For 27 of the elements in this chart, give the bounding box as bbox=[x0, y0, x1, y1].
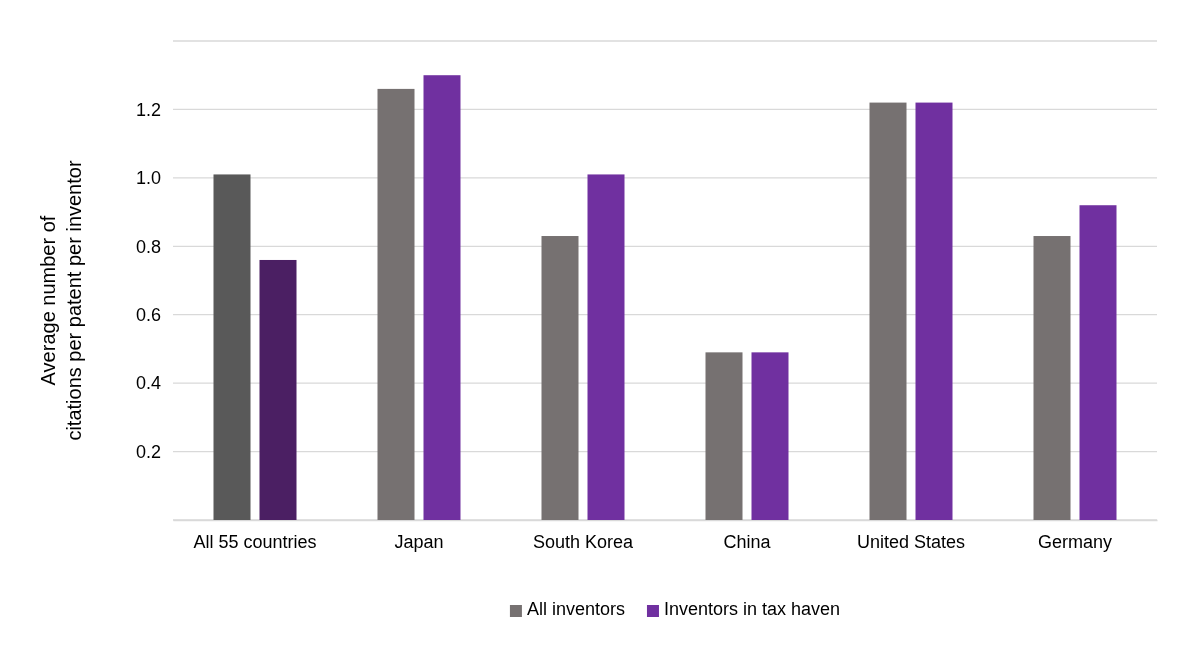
y-tick-label: 1.0 bbox=[135, 168, 161, 189]
bar bbox=[1079, 205, 1117, 520]
x-tick-label: United States bbox=[856, 531, 966, 552]
legend-label: All inventors bbox=[526, 599, 625, 619]
bar bbox=[705, 352, 743, 520]
y-tick-label: 0.8 bbox=[135, 236, 161, 257]
x-tick-label: Japan bbox=[394, 531, 444, 552]
bar bbox=[259, 259, 297, 520]
bar bbox=[587, 174, 625, 520]
y-tick-label: 1.2 bbox=[135, 99, 161, 120]
y-tick-label: 0.6 bbox=[135, 304, 161, 325]
bar bbox=[423, 75, 461, 520]
y-tick-label: 0.4 bbox=[135, 373, 161, 394]
legend-label: Inventors in tax haven bbox=[663, 599, 841, 619]
y-axis-title: Average number of citations per patent per inventor bbox=[37, 160, 85, 441]
y-tick-label: 0.2 bbox=[135, 441, 161, 462]
bar bbox=[869, 102, 907, 520]
bar bbox=[377, 88, 415, 520]
bar bbox=[751, 352, 789, 520]
bar bbox=[1033, 236, 1071, 520]
x-tick-label: China bbox=[723, 531, 772, 552]
x-tick-label: Germany bbox=[1037, 531, 1113, 552]
bar bbox=[213, 174, 251, 520]
bar bbox=[915, 102, 953, 520]
x-tick-label: South Korea bbox=[532, 531, 635, 552]
bar bbox=[541, 236, 579, 520]
x-tick-label: All 55 countries bbox=[193, 531, 317, 552]
